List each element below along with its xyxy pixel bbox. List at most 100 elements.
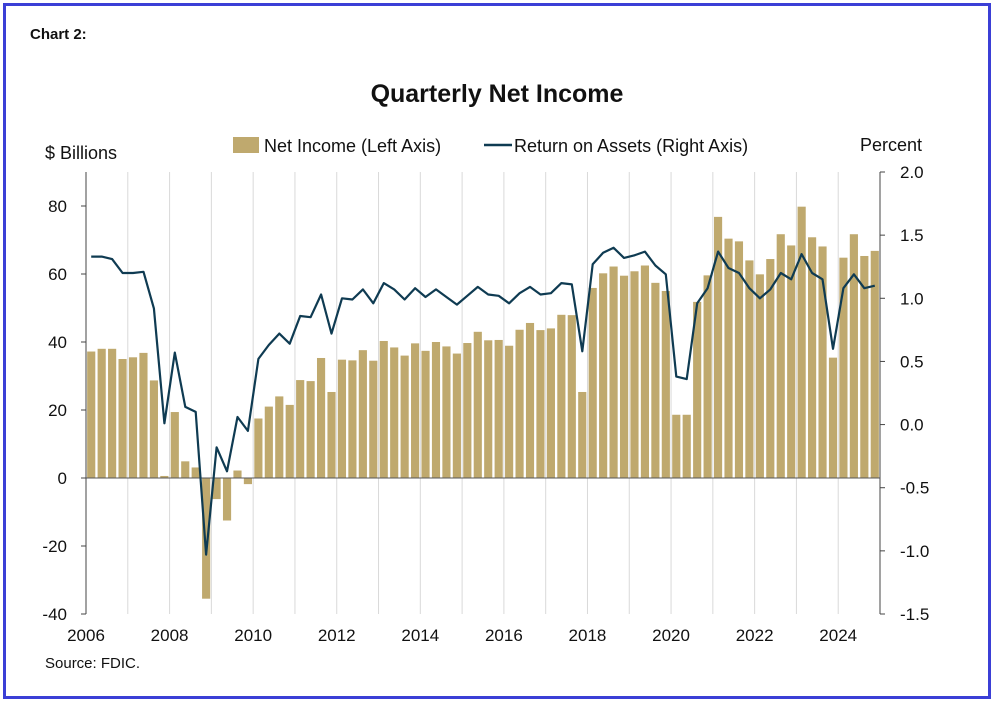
right-tick-label: -1.5 (900, 605, 929, 624)
net-income-bar (275, 396, 284, 478)
net-income-bar (264, 406, 273, 478)
net-income-bar (411, 343, 420, 478)
net-income-bar (181, 461, 190, 478)
net-income-bar (557, 314, 566, 478)
net-income-bar (254, 418, 263, 478)
net-income-bar (139, 352, 148, 478)
right-tick-label: 1.5 (900, 226, 924, 245)
left-tick-label: 0 (58, 469, 67, 488)
net-income-bar (703, 275, 712, 478)
net-income-bar (536, 330, 545, 478)
x-tick-label: 2010 (234, 626, 272, 645)
net-income-bar (515, 329, 524, 478)
net-income-bar (442, 346, 451, 478)
net-income-bar (567, 315, 576, 478)
legend-bar-swatch (233, 137, 259, 153)
net-income-bar (849, 234, 858, 478)
net-income-bar (766, 259, 775, 478)
x-tick-label: 2016 (485, 626, 523, 645)
net-income-bar (285, 404, 294, 478)
right-tick-label: 2.0 (900, 163, 924, 182)
net-income-bar (222, 478, 232, 521)
net-income-bar (724, 238, 733, 478)
x-tick-label: 2024 (819, 626, 857, 645)
y-axis-label: $ Billions (45, 143, 117, 163)
net-income-bar (337, 359, 347, 478)
net-income-bar (390, 347, 399, 478)
chart-number: Chart 2: (30, 26, 87, 43)
net-income-bar (672, 414, 681, 478)
net-income-bar (202, 478, 211, 599)
left-tick-label: -20 (42, 537, 67, 556)
x-tick-label: 2018 (569, 626, 607, 645)
net-income-bar (118, 359, 127, 478)
net-income-bar (87, 351, 96, 478)
source-note: Source: FDIC. (45, 655, 141, 672)
left-tick-label: 60 (48, 265, 67, 284)
net-income-bar (546, 328, 555, 478)
right-tick-label: -1.0 (900, 542, 929, 561)
net-income-bar (588, 287, 597, 478)
net-income-bar (212, 478, 221, 500)
net-income-bar (870, 250, 879, 478)
net-income-bar (128, 357, 138, 478)
net-income-bar (839, 257, 848, 478)
chart-title: Quarterly Net Income (370, 80, 624, 108)
net-income-bar (682, 414, 691, 478)
x-tick-label: 2020 (652, 626, 690, 645)
net-income-bar (296, 380, 305, 478)
net-income-bar (421, 350, 430, 478)
right-tick-label: 0.5 (900, 352, 924, 371)
net-income-bar (306, 381, 315, 478)
net-income-bar (828, 357, 838, 478)
axes-layer: -40 -20 0 20 40 60 80 -1.5 -1.0 -0.5 0.0 0.5 1.0 1.5 2… (42, 163, 929, 645)
net-income-bar (776, 234, 785, 478)
legend-line-label: Return on Assets (Right Axis) (514, 136, 748, 156)
net-income-bar (170, 412, 179, 478)
net-income-bar (191, 467, 200, 478)
net-income-bar (431, 342, 441, 478)
net-income-bar (108, 348, 117, 478)
net-income-bar (473, 331, 482, 478)
net-income-bar (484, 340, 493, 478)
net-income-bar (734, 241, 744, 478)
left-tick-label: 80 (48, 197, 67, 216)
net-income-bar (233, 470, 242, 478)
right-tick-label: -0.5 (900, 479, 929, 498)
net-income-bar (505, 345, 514, 478)
net-income-bar (463, 343, 472, 478)
net-income-bar (808, 237, 817, 478)
net-income-bar (379, 340, 388, 478)
bars-layer (87, 206, 879, 599)
net-income-bar (316, 357, 326, 478)
net-income-bar (358, 350, 367, 478)
x-tick-label: 2008 (151, 626, 189, 645)
net-income-bar (525, 322, 535, 478)
net-income-bar (327, 391, 336, 478)
net-income-bar (243, 478, 253, 485)
net-income-bar (787, 245, 796, 478)
net-income-bar (494, 339, 503, 478)
net-income-bar (661, 291, 670, 478)
net-income-bar (578, 391, 587, 478)
x-tick-label: 2006 (67, 626, 105, 645)
net-income-bar (97, 348, 106, 478)
net-income-bar (630, 271, 639, 478)
net-income-bar (599, 273, 608, 478)
left-tick-label: -40 (42, 605, 67, 624)
net-income-bar (640, 265, 650, 478)
net-income-bar (452, 353, 461, 478)
roa-line (91, 246, 876, 556)
x-tick-label: 2012 (318, 626, 356, 645)
left-tick-label: 40 (48, 333, 67, 352)
right-tick-label: 0.0 (900, 416, 924, 435)
net-income-bar (860, 255, 869, 478)
net-income-bar (693, 301, 702, 478)
net-income-bar (369, 360, 378, 478)
net-income-bar (713, 216, 723, 478)
net-income-bar (619, 275, 629, 478)
x-tick-label: 2014 (401, 626, 439, 645)
net-income-bar (797, 206, 806, 478)
net-income-bar (818, 246, 827, 478)
